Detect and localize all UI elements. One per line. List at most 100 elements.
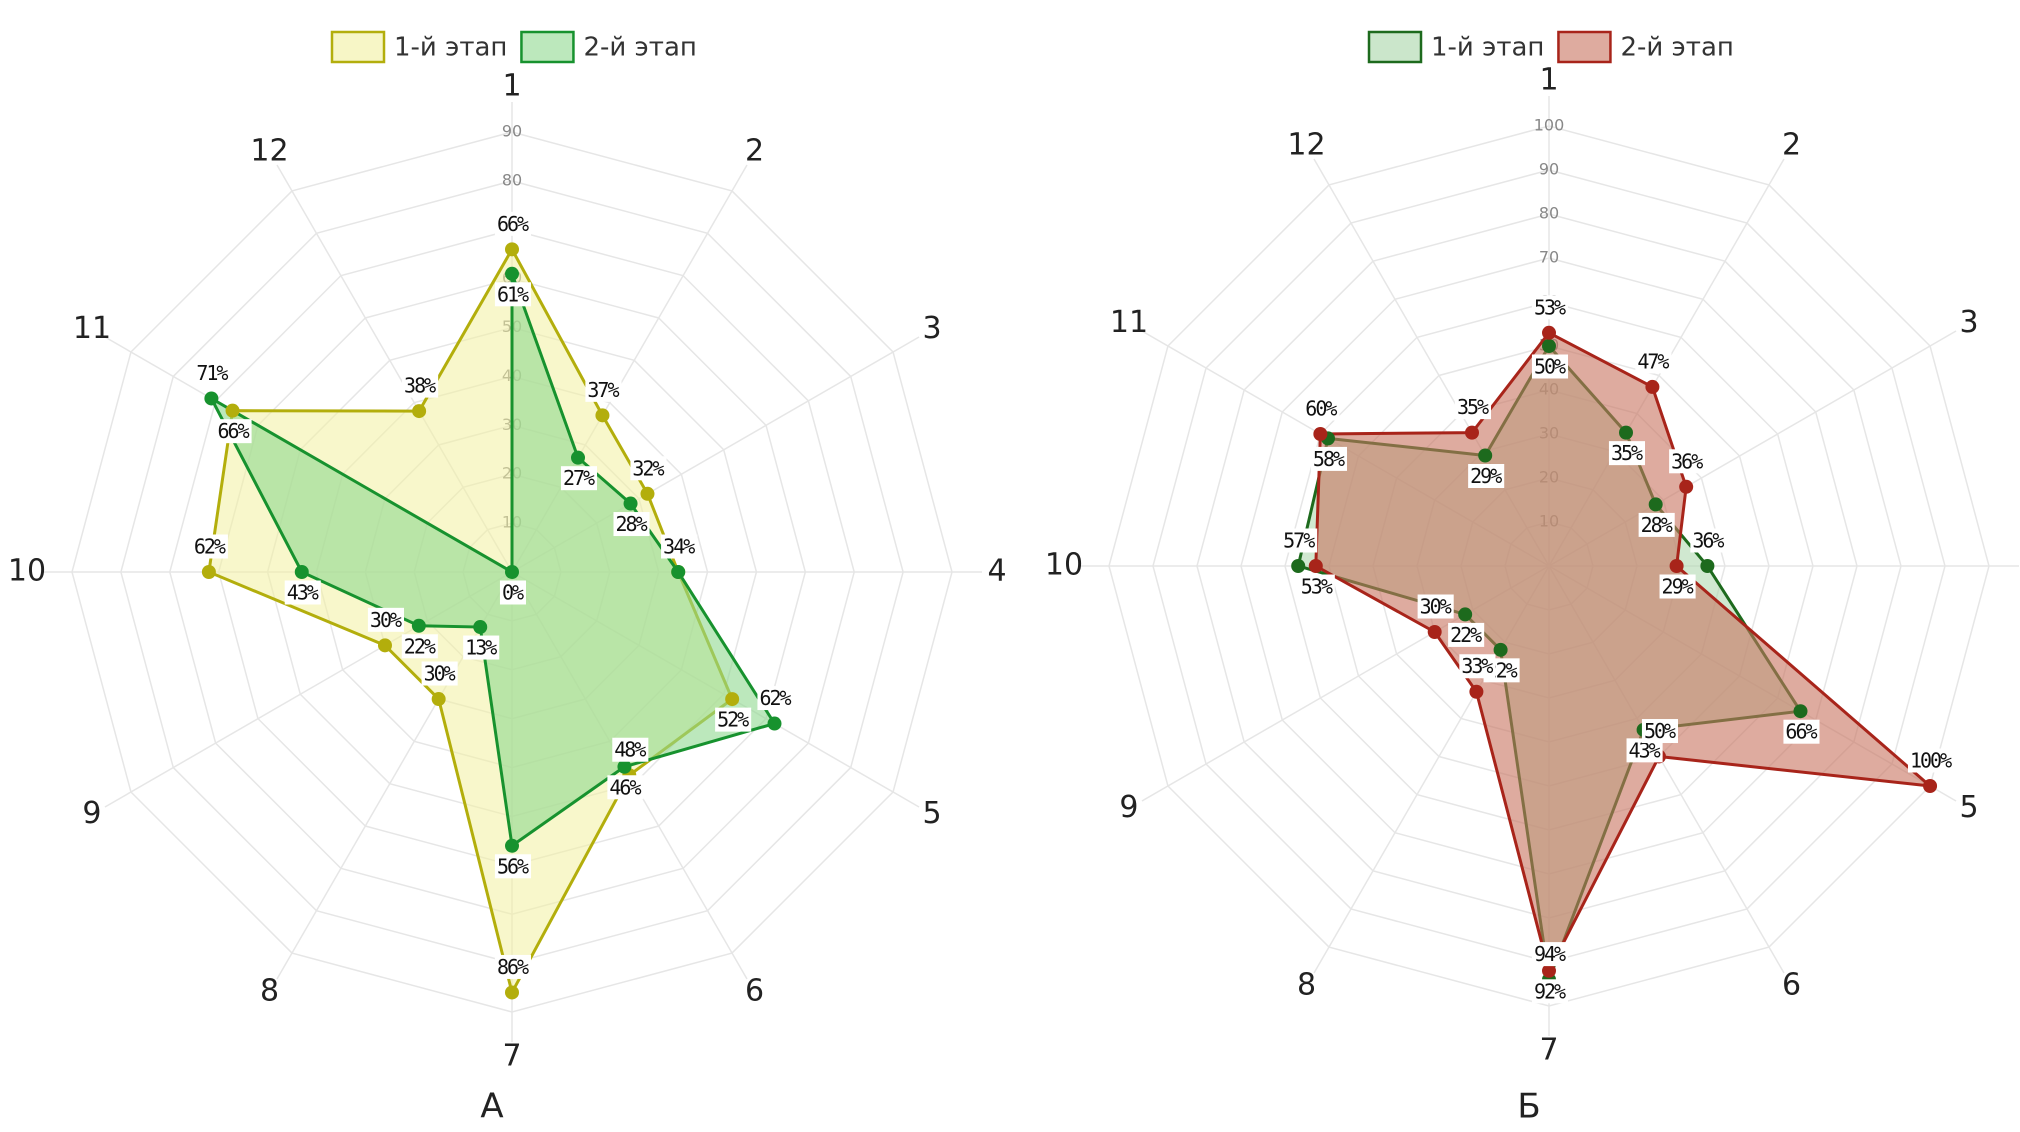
value-label-bg: [463, 635, 500, 660]
category-label: 1: [502, 69, 521, 104]
value-label-bg: [1298, 574, 1335, 599]
value-label: 86%: [497, 955, 529, 979]
category-label: 7: [502, 1039, 521, 1074]
data-point: [595, 408, 610, 423]
value-label-bg: [560, 466, 598, 491]
data-point: [1619, 425, 1633, 440]
legend-label[interactable]: 2-й этап: [1620, 33, 1733, 63]
r-tick-label: 70: [1539, 248, 1559, 267]
data-point: [505, 266, 519, 281]
data-point: [1493, 642, 1508, 657]
category-label: 6: [1782, 968, 1801, 1003]
data-point: [1700, 559, 1715, 573]
value-label-bg: [194, 360, 231, 385]
value-label: 32%: [632, 456, 664, 480]
value-label: 36%: [1671, 449, 1703, 473]
value-label: 57%: [1283, 529, 1315, 553]
value-label-bg: [1669, 449, 1706, 474]
category-label: 4: [987, 554, 1006, 589]
value-label: 56%: [497, 854, 529, 878]
legend-label[interactable]: 2-й этап: [583, 33, 696, 63]
category-label: 2: [1782, 127, 1801, 162]
legend-swatch[interactable]: [520, 30, 575, 64]
data-point: [294, 565, 309, 579]
data-point: [411, 618, 426, 633]
value-label: 50%: [1644, 719, 1676, 743]
value-label: 66%: [217, 419, 249, 443]
value-label: 29%: [1470, 464, 1502, 488]
value-label: 35%: [1457, 395, 1489, 419]
value-label: 43%: [287, 581, 319, 605]
legend-swatch[interactable]: [330, 30, 386, 64]
value-label: 30%: [424, 662, 456, 686]
value-label: 37%: [587, 378, 619, 402]
data-point: [505, 565, 519, 579]
data-point: [640, 486, 655, 501]
legend-swatch[interactable]: [1367, 30, 1423, 64]
value-label-bg: [1303, 396, 1340, 421]
value-label-bg: [284, 580, 321, 605]
data-point: [571, 450, 585, 465]
value-label: 36%: [1692, 529, 1724, 553]
data-point: [1645, 379, 1660, 394]
value-label-bg: [191, 534, 228, 559]
value-label: 53%: [1301, 575, 1333, 599]
data-point: [1469, 684, 1484, 699]
data-point: [1427, 625, 1442, 639]
data-point: [1648, 497, 1663, 512]
value-label: 30%: [1420, 595, 1452, 619]
value-label-bg: [402, 373, 439, 398]
data-point: [473, 620, 488, 635]
data-point: [1793, 704, 1808, 719]
value-label: 66%: [497, 212, 529, 236]
value-label-bg: [1448, 622, 1485, 647]
value-label-bg: [1638, 512, 1675, 537]
value-label: 29%: [1662, 575, 1694, 599]
value-label: 0%: [502, 581, 524, 605]
value-label: 58%: [1313, 447, 1345, 471]
legend-label[interactable]: 1-й этап: [1431, 33, 1544, 63]
value-label-bg: [494, 211, 532, 236]
data-point: [505, 242, 519, 257]
value-label: 22%: [1450, 623, 1482, 647]
value-label-bg: [1531, 354, 1569, 379]
value-label-bg: [499, 580, 526, 605]
category-label: 5: [1959, 790, 1978, 825]
legend-swatch[interactable]: [1557, 30, 1612, 64]
value-label-bg: [612, 737, 649, 762]
data-point: [201, 565, 216, 579]
value-label: 71%: [196, 361, 228, 385]
category-label: 2: [745, 133, 764, 168]
value-label-bg: [1468, 463, 1505, 488]
value-label-bg: [367, 607, 405, 632]
value-label-bg: [1641, 719, 1679, 744]
value-label: 60%: [1305, 397, 1337, 421]
data-point: [1308, 559, 1323, 573]
data-point: [412, 404, 427, 419]
r-tick-label: 80: [502, 170, 522, 189]
value-label: 28%: [1641, 513, 1673, 537]
radar-chart: 10203040506070809010012345678910111250%3…: [1045, 30, 2019, 1127]
legend-label[interactable]: 1-й этап: [394, 33, 507, 63]
value-label: 94%: [1534, 942, 1566, 966]
value-label: 66%: [1785, 720, 1817, 744]
data-point: [1465, 425, 1479, 440]
category-label: 11: [73, 311, 111, 346]
value-label: 62%: [759, 686, 791, 710]
category-label: 1: [1539, 63, 1558, 98]
data-point: [1923, 779, 1938, 793]
value-label-bg: [630, 456, 667, 481]
data-point: [617, 759, 632, 774]
value-label: 35%: [1611, 441, 1643, 465]
value-label-bg: [421, 661, 458, 686]
value-label-bg: [401, 634, 438, 659]
data-point: [204, 391, 219, 406]
category-label: 10: [1045, 548, 1083, 583]
value-label: 28%: [615, 512, 647, 536]
value-label-bg: [1608, 441, 1646, 466]
data-point: [767, 716, 782, 731]
value-label: 22%: [404, 634, 436, 658]
value-label: 27%: [563, 466, 595, 490]
value-label-bg: [1531, 979, 1569, 1004]
